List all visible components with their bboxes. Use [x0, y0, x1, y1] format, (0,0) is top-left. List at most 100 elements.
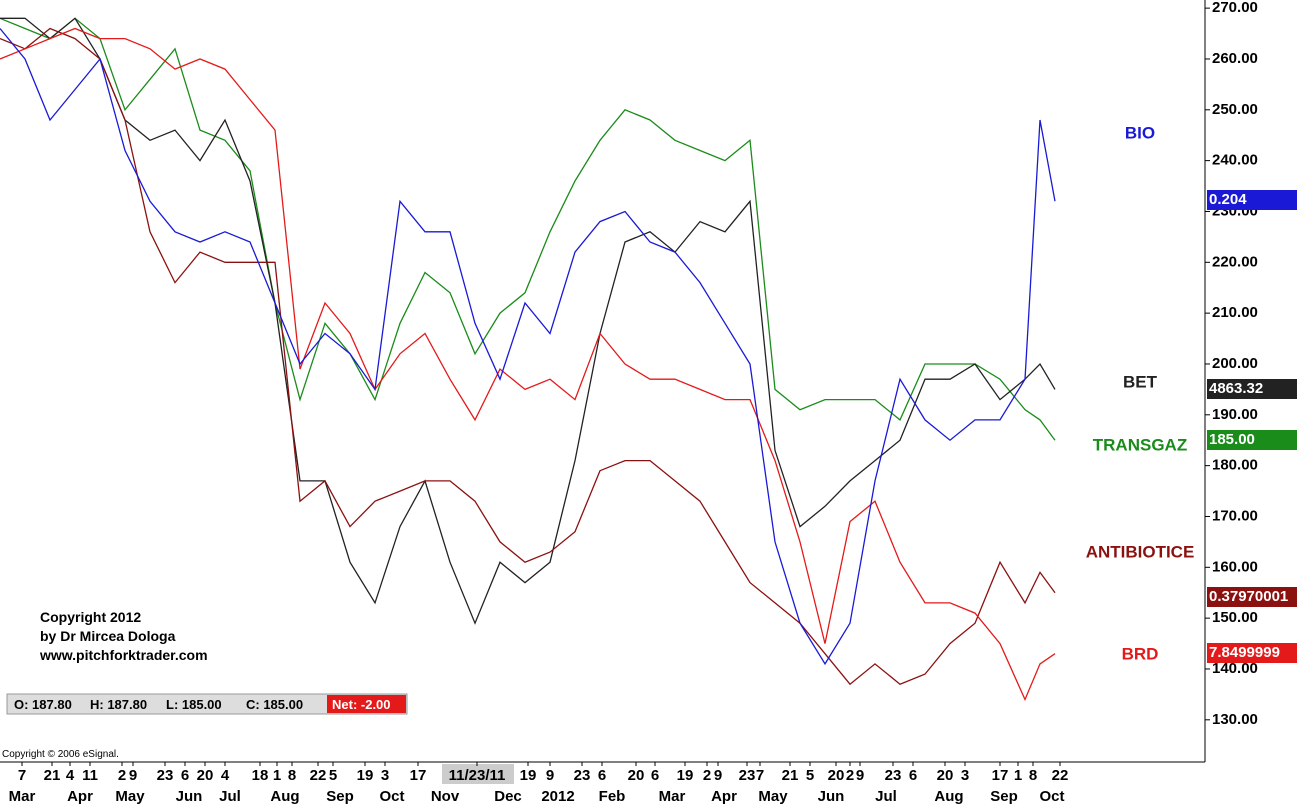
x-tick-label: 4	[221, 767, 230, 784]
x-tick-label: 6	[181, 767, 189, 784]
x-tick-label: 11/23/11	[449, 767, 506, 784]
y-tick-label: 130.00	[1212, 711, 1258, 728]
x-tick-label: 1	[273, 767, 281, 784]
last-value-box	[1207, 379, 1297, 399]
series-line	[0, 28, 1056, 666]
ohlc-box	[6, 693, 408, 715]
x-month-label: Sep	[990, 788, 1018, 805]
x-tick-label: 1	[1014, 767, 1022, 784]
x-month-label: Oct	[379, 788, 404, 805]
x-tick-label: 2	[118, 767, 126, 784]
x-tick-label: 19	[520, 767, 537, 784]
last-value-box	[1207, 190, 1297, 210]
y-tick-label: 260.00	[1212, 50, 1258, 67]
series-line	[0, 17, 1056, 441]
x-tick-label: 8	[288, 767, 296, 784]
legend-label: BRD	[1122, 644, 1159, 663]
series-line	[0, 17, 1056, 625]
last-value-box	[1207, 430, 1297, 450]
x-tick-label: 4	[66, 767, 75, 784]
x-tick-label: 6	[598, 767, 606, 784]
x-tick-label: 6	[651, 767, 659, 784]
ohlc-close: C: 185.00	[246, 697, 303, 712]
ohlc-open: O: 187.80	[14, 697, 72, 712]
x-tick-label: 19	[677, 767, 694, 784]
x-tick-label: 9	[546, 767, 554, 784]
x-tick-label: 23	[157, 767, 174, 784]
legend-label: TRANSGAZ	[1093, 435, 1187, 454]
x-month-label: May	[115, 788, 145, 805]
y-tick-label: 160.00	[1212, 558, 1258, 575]
legend-label: ANTIBIOTICE	[1086, 542, 1195, 561]
x-tick-label: 5	[329, 767, 337, 784]
x-tick-label: 7	[756, 767, 764, 784]
y-tick-label: 250.00	[1212, 101, 1258, 118]
x-tick-label: 9	[856, 767, 864, 784]
y-tick-label: 200.00	[1212, 355, 1258, 372]
x-month-label: Jun	[176, 788, 203, 805]
ohlc-high: H: 187.80	[90, 697, 147, 712]
x-tick-label: 8	[1029, 767, 1037, 784]
net-box	[327, 695, 406, 713]
x-tick-label: 3	[961, 767, 969, 784]
x-tick-label: 19	[357, 767, 374, 784]
x-tick-label: 9	[129, 767, 137, 784]
x-tick-label: 18	[252, 767, 269, 784]
x-tick-label: 21	[782, 767, 799, 784]
x-tick-label: 23	[885, 767, 902, 784]
y-tick-label: 240.00	[1212, 152, 1258, 169]
copyright: by Dr Mircea Dologa	[40, 628, 176, 644]
x-month-label: Feb	[599, 788, 626, 805]
x-tick-label: 20	[828, 767, 845, 784]
series-line	[0, 27, 1056, 686]
x-month-label: Sep	[326, 788, 354, 805]
x-month-label: Mar	[659, 788, 686, 805]
x-tick-highlight	[442, 764, 514, 784]
last-value-box	[1207, 587, 1297, 607]
x-month-label: Aug	[934, 788, 963, 805]
last-value-label: 7.8499999	[1209, 644, 1280, 661]
x-tick-label: 7	[18, 767, 26, 784]
y-tick-label: 170.00	[1212, 507, 1258, 524]
x-month-label: Apr	[711, 788, 737, 805]
x-tick-label: 6	[909, 767, 917, 784]
copyright: www.pitchforktrader.com	[39, 647, 208, 663]
last-value-label: 0.204	[1209, 191, 1247, 208]
x-month-label: May	[758, 788, 788, 805]
x-month-label: 2012	[541, 788, 574, 805]
x-month-label: Dec	[494, 788, 522, 805]
y-tick-label: 150.00	[1212, 609, 1258, 626]
x-tick-label: 23	[739, 767, 756, 784]
x-month-label: Jun	[818, 788, 845, 805]
x-tick-label: 23	[574, 767, 591, 784]
x-month-label: Jul	[219, 788, 241, 805]
y-tick-label: 180.00	[1212, 457, 1258, 474]
y-tick-label: 210.00	[1212, 304, 1258, 321]
x-tick-label: 11	[82, 767, 98, 784]
x-tick-label: 9	[714, 767, 722, 784]
x-tick-label: 5	[806, 767, 814, 784]
last-value-label: 185.00	[1209, 431, 1255, 448]
x-month-label: Jul	[875, 788, 897, 805]
legend-label: BIO	[1125, 123, 1155, 142]
x-tick-label: 22	[310, 767, 327, 784]
x-tick-label: 17	[410, 767, 427, 784]
legend-label: BET	[1123, 372, 1158, 391]
x-tick-label: 20	[628, 767, 645, 784]
last-value-label: 0.37970001	[1209, 588, 1288, 605]
last-value-box	[1207, 643, 1297, 663]
ohlc-low: L: 185.00	[166, 697, 222, 712]
x-tick-label: 22	[1052, 767, 1069, 784]
x-tick-label: 3	[381, 767, 389, 784]
x-month-label: Apr	[67, 788, 93, 805]
plot	[0, 17, 1056, 702]
y-tick-label: 270.00	[1212, 0, 1258, 16]
x-tick-label: 20	[197, 767, 214, 784]
y-tick-label: 220.00	[1212, 253, 1258, 270]
y-tick-label: 190.00	[1212, 406, 1258, 423]
x-tick-label: 21	[44, 767, 61, 784]
x-tick-label: 2	[846, 767, 854, 784]
last-value-label: 4863.32	[1209, 380, 1263, 397]
